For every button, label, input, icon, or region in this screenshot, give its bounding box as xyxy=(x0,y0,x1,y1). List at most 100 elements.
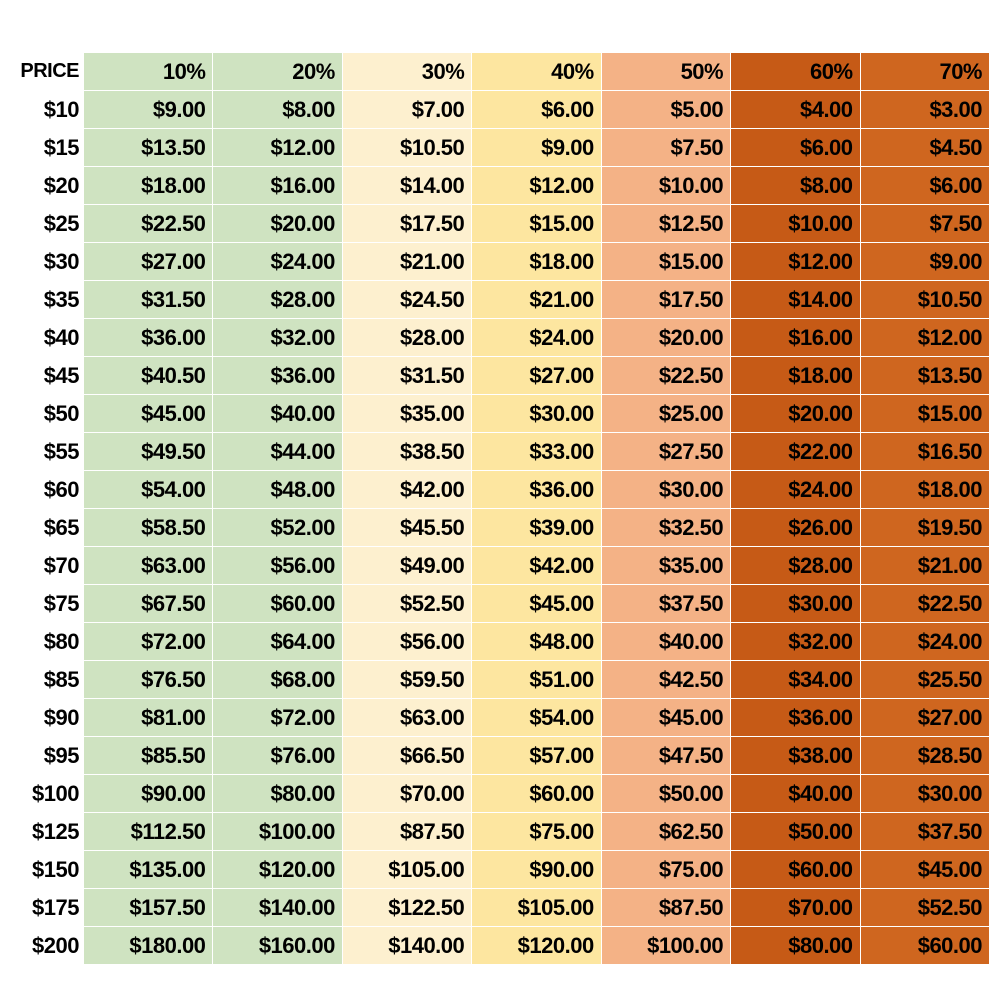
discount-cell: $12.00 xyxy=(730,242,861,281)
discount-cell: $157.50 xyxy=(82,888,214,927)
discount-cell: $54.00 xyxy=(82,470,214,509)
discount-cell: $10.00 xyxy=(730,204,861,243)
discount-cell: $30.00 xyxy=(859,774,991,813)
discount-cell: $9.00 xyxy=(82,90,214,129)
header-cell: 30% xyxy=(341,52,473,91)
discount-cell: $45.00 xyxy=(471,584,602,623)
discount-cell: $42.00 xyxy=(471,546,602,585)
table-row: $30 $27.00 $24.00 $21.00 $18.00 $15.00 $12.00 $… xyxy=(0,242,991,281)
discount-cell: $49.50 xyxy=(82,432,214,471)
table-row: $40 $36.00 $32.00 $28.00 $24.00 $20.00 $16.00 $… xyxy=(0,318,991,357)
discount-cell: $67.50 xyxy=(82,584,214,623)
discount-cell: $18.00 xyxy=(859,470,991,509)
discount-cell: $8.00 xyxy=(730,166,861,205)
discount-cell: $45.00 xyxy=(600,698,732,737)
discount-cell: $22.50 xyxy=(859,584,991,623)
discount-cell: $68.00 xyxy=(212,660,343,699)
price-cell: $20 xyxy=(0,166,84,205)
discount-cell: $13.50 xyxy=(859,356,991,395)
discount-cell: $10.00 xyxy=(600,166,732,205)
discount-cell: $26.00 xyxy=(730,508,861,547)
discount-cell: $7.50 xyxy=(859,204,991,243)
discount-cell: $42.50 xyxy=(600,660,732,699)
discount-cell: $30.00 xyxy=(730,584,861,623)
discount-cell: $7.50 xyxy=(600,128,732,167)
discount-cell: $140.00 xyxy=(212,888,343,927)
discount-cell: $22.00 xyxy=(730,432,861,471)
discount-cell: $63.00 xyxy=(341,698,473,737)
discount-cell: $37.50 xyxy=(600,584,732,623)
discount-cell: $20.00 xyxy=(600,318,732,357)
discount-cell: $15.00 xyxy=(859,394,991,433)
discount-cell: $28.00 xyxy=(212,280,343,319)
discount-cell: $76.50 xyxy=(82,660,214,699)
discount-cell: $105.00 xyxy=(341,850,473,889)
discount-cell: $9.00 xyxy=(859,242,991,281)
price-cell: $45 xyxy=(0,356,84,395)
discount-cell: $45.50 xyxy=(341,508,473,547)
table-row: $20 $18.00 $16.00 $14.00 $12.00 $10.00 $8.00 $6… xyxy=(0,166,991,205)
discount-cell: $45.00 xyxy=(82,394,214,433)
discount-cell: $36.00 xyxy=(212,356,343,395)
discount-cell: $72.00 xyxy=(82,622,214,661)
discount-cell: $180.00 xyxy=(82,926,214,965)
discount-cell: $31.50 xyxy=(341,356,473,395)
price-cell: $75 xyxy=(0,584,84,623)
discount-cell: $87.50 xyxy=(341,812,473,851)
discount-cell: $18.00 xyxy=(471,242,602,281)
discount-cell: $47.50 xyxy=(600,736,732,775)
discount-cell: $32.00 xyxy=(212,318,343,357)
discount-cell: $76.00 xyxy=(212,736,343,775)
table-row: $125 $112.50 $100.00 $87.50 $75.00 $62.50 $50.… xyxy=(0,812,991,851)
price-cell: $100 xyxy=(0,774,84,813)
discount-cell: $38.50 xyxy=(341,432,473,471)
discount-cell: $14.00 xyxy=(341,166,473,205)
discount-cell: $87.50 xyxy=(600,888,732,927)
discount-table: PRICE 10% 20% 30% 40% 50% 60% 70% $10 $9.00 $8.00 $… xyxy=(0,52,991,965)
discount-cell: $24.00 xyxy=(859,622,991,661)
discount-cell: $100.00 xyxy=(212,812,343,851)
discount-cell: $52.50 xyxy=(341,584,473,623)
discount-cell: $24.00 xyxy=(730,470,861,509)
table-row: $80 $72.00 $64.00 $56.00 $48.00 $40.00 $32.00 $… xyxy=(0,622,991,661)
discount-cell: $60.00 xyxy=(212,584,343,623)
discount-cell: $4.00 xyxy=(730,90,861,129)
discount-cell: $14.00 xyxy=(730,280,861,319)
discount-cell: $100.00 xyxy=(600,926,732,965)
discount-cell: $20.00 xyxy=(212,204,343,243)
discount-cell: $40.50 xyxy=(82,356,214,395)
discount-cell: $17.50 xyxy=(600,280,732,319)
price-cell: $60 xyxy=(0,470,84,509)
discount-cell: $56.00 xyxy=(341,622,473,661)
header-cell: 50% xyxy=(600,52,732,91)
discount-cell: $40.00 xyxy=(730,774,861,813)
discount-cell: $32.50 xyxy=(600,508,732,547)
discount-cell: $16.50 xyxy=(859,432,991,471)
discount-cell: $36.00 xyxy=(730,698,861,737)
table-row: $75 $67.50 $60.00 $52.50 $45.00 $37.50 $30.00 $… xyxy=(0,584,991,623)
discount-cell: $60.00 xyxy=(471,774,602,813)
discount-cell: $75.00 xyxy=(471,812,602,851)
discount-cell: $57.00 xyxy=(471,736,602,775)
discount-cell: $27.00 xyxy=(859,698,991,737)
discount-cell: $7.00 xyxy=(341,90,473,129)
table-row: $150 $135.00 $120.00 $105.00 $90.00 $75.00 $60… xyxy=(0,850,991,889)
discount-cell: $120.00 xyxy=(212,850,343,889)
price-cell: $85 xyxy=(0,660,84,699)
header-row: PRICE 10% 20% 30% 40% 50% 60% 70% xyxy=(0,52,991,91)
discount-cell: $135.00 xyxy=(82,850,214,889)
price-cell: $10 xyxy=(0,90,84,129)
table-row: $175 $157.50 $140.00 $122.50 $105.00 $87.50 $7… xyxy=(0,888,991,927)
discount-cell: $60.00 xyxy=(730,850,861,889)
discount-cell: $9.00 xyxy=(471,128,602,167)
discount-cell: $28.50 xyxy=(859,736,991,775)
discount-cell: $44.00 xyxy=(212,432,343,471)
discount-cell: $21.00 xyxy=(471,280,602,319)
discount-cell: $5.00 xyxy=(600,90,732,129)
discount-cell: $12.50 xyxy=(600,204,732,243)
table-row: $10 $9.00 $8.00 $7.00 $6.00 $5.00 $4.00 $3.00 xyxy=(0,90,991,129)
discount-cell: $105.00 xyxy=(471,888,602,927)
table-row: $95 $85.50 $76.00 $66.50 $57.00 $47.50 $38.00 $… xyxy=(0,736,991,775)
discount-cell: $90.00 xyxy=(471,850,602,889)
discount-cell: $36.00 xyxy=(471,470,602,509)
